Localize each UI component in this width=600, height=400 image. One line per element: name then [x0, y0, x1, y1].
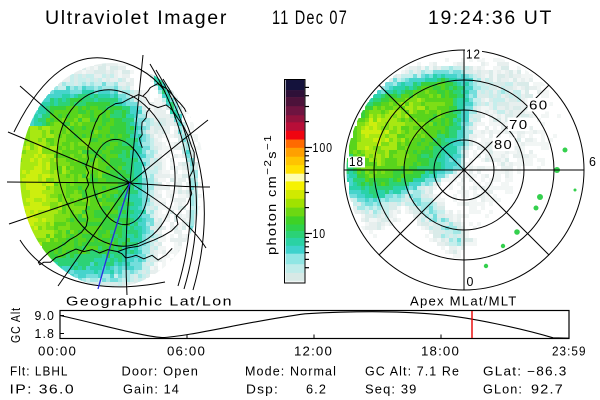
svg-text:Flt: LBHL: Flt: LBHL	[10, 365, 69, 379]
svg-text:92.7: 92.7	[531, 383, 564, 397]
svg-text:11 Dec 07: 11 Dec 07	[272, 8, 348, 29]
svg-text:GC Alt: GC Alt	[9, 307, 23, 343]
svg-text:photon cm−2s−1: photon cm−2s−1	[262, 134, 279, 255]
svg-text:19:24:36 UT: 19:24:36 UT	[428, 8, 553, 29]
svg-text:Dsp:: Dsp:	[246, 383, 279, 397]
svg-text:60: 60	[529, 99, 549, 113]
svg-text:6.2: 6.2	[306, 383, 327, 397]
svg-text:Door: Open: Door: Open	[122, 365, 200, 379]
svg-text:6: 6	[589, 155, 597, 169]
svg-text:12:00: 12:00	[294, 345, 333, 359]
svg-text:0: 0	[467, 275, 475, 289]
svg-text:12: 12	[466, 48, 481, 62]
svg-text:18:00: 18:00	[421, 345, 460, 359]
svg-text:Ultraviolet Imager: Ultraviolet Imager	[45, 8, 228, 29]
svg-text:GLon:: GLon:	[483, 383, 523, 397]
svg-text:Seq: 39: Seq: 39	[365, 383, 418, 397]
svg-text:10: 10	[313, 227, 327, 241]
svg-text:1.8: 1.8	[35, 327, 56, 341]
svg-text:Apex MLat/MLT: Apex MLat/MLT	[410, 294, 518, 309]
svg-text:100: 100	[313, 141, 334, 155]
svg-text:23:59: 23:59	[552, 345, 587, 359]
svg-text:80: 80	[494, 138, 513, 152]
svg-text:00:00: 00:00	[38, 345, 77, 359]
svg-text:70: 70	[509, 118, 529, 132]
svg-text:GLat: −86.3: GLat: −86.3	[483, 365, 568, 379]
svg-text:18: 18	[349, 155, 364, 169]
svg-text:IP: 36.0: IP: 36.0	[10, 383, 76, 397]
svg-text:GC Alt: 7.1 Re: GC Alt: 7.1 Re	[365, 365, 460, 379]
svg-text:Geographic Lat/Lon: Geographic Lat/Lon	[66, 294, 233, 309]
svg-text:9.0: 9.0	[35, 309, 56, 323]
svg-text:06:00: 06:00	[167, 345, 206, 359]
svg-text:Mode: Normal: Mode: Normal	[245, 365, 337, 379]
svg-text:Gain: 14: Gain: 14	[123, 383, 180, 397]
